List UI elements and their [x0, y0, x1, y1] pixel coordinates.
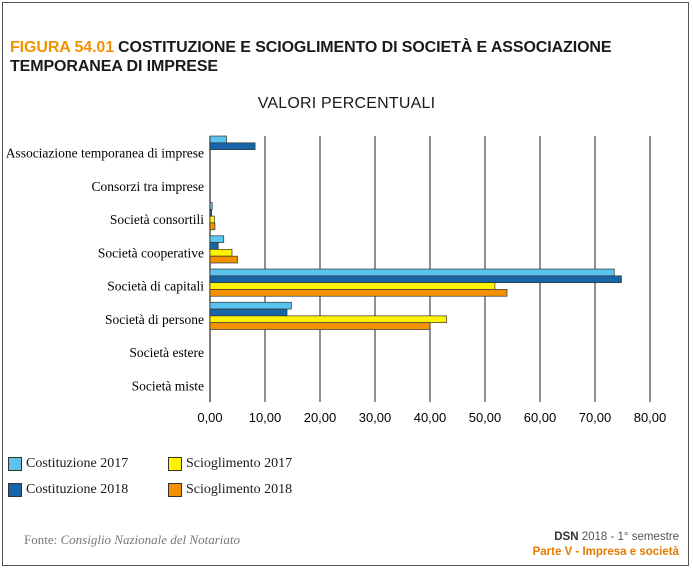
x-tick-label: 20,00: [304, 410, 337, 425]
bar: [209, 142, 256, 150]
source-note: Fonte: Consiglio Nazionale del Notariato: [24, 532, 240, 548]
figure-title-text: COSTITUZIONE E SCIOGLIMENTO DI SOCIETÀ E…: [10, 39, 612, 75]
category-label: Associazione temporanea di imprese: [6, 146, 204, 161]
bar: [209, 242, 219, 250]
legend-swatch: [8, 457, 22, 471]
bar: [209, 308, 288, 317]
category-label: Consorzi tra imprese: [92, 179, 204, 194]
bar: [209, 282, 496, 290]
bar: [209, 135, 227, 144]
source-label: Fonte:: [24, 532, 58, 547]
bar: [209, 235, 225, 243]
legend-item: Scioglimento 2018: [168, 482, 292, 498]
category-label: Società di capitali: [107, 279, 204, 294]
bar: [209, 315, 447, 324]
x-tick-label: 30,00: [359, 410, 392, 425]
x-tick-label: 80,00: [634, 410, 667, 425]
bar: [209, 215, 215, 224]
legend-item: Scioglimento 2017: [168, 456, 292, 472]
bar: [209, 255, 238, 264]
footer-dsn: DSN: [554, 531, 579, 543]
bar-chart: 0,00 10,00 20,00 30,00 40,00 50,00 60,00 70,00 8…: [6, 135, 667, 425]
x-tick-label: 0,00: [197, 410, 222, 425]
bar: [209, 202, 213, 210]
bar: [209, 249, 233, 257]
source-name: Consiglio Nazionale del Notariato: [60, 532, 240, 547]
bar: [209, 208, 212, 217]
x-tick-label: 40,00: [414, 410, 447, 425]
legend-label: Scioglimento 2017: [186, 456, 293, 471]
legend-item: Costituzione 2018: [8, 482, 128, 498]
bar: [209, 268, 615, 277]
figure-title: FIGURA 54.01 COSTITUZIONE E SCIOGLIMENTO …: [10, 38, 680, 76]
legend-label: Costituzione 2018: [26, 482, 129, 497]
bar: [209, 289, 508, 297]
legend-swatch: [168, 483, 182, 497]
bar: [209, 275, 622, 283]
x-tick-label: 60,00: [524, 410, 557, 425]
bar: [209, 322, 431, 330]
x-tick-label: 50,00: [469, 410, 502, 425]
chart-title: VALORI PERCENTUALI: [257, 95, 436, 112]
category-label: Società estere: [129, 345, 204, 360]
footer-part: Parte V - Impresa e società: [532, 546, 679, 558]
x-tick-label: 70,00: [579, 410, 612, 425]
x-tick-label: 10,00: [249, 410, 282, 425]
footer: DSN 2018 - 1° semestre Parte V - Impresa…: [533, 530, 679, 560]
bar: [209, 222, 216, 231]
category-label: Società di persone: [105, 312, 204, 327]
bar: [209, 301, 292, 310]
legend-swatch: [8, 483, 22, 497]
category-label: Società miste: [132, 378, 204, 393]
legend-item: Costituzione 2017: [8, 456, 128, 472]
category-label: Società cooperative: [98, 245, 204, 260]
legend-label: Scioglimento 2018: [186, 482, 293, 497]
legend-label: Costituzione 2017: [26, 456, 129, 471]
legend-swatch: [168, 457, 182, 471]
figure-label: FIGURA 54.01: [10, 39, 115, 56]
footer-period: 2018 - 1° semestre: [581, 531, 679, 543]
category-label: Società consortili: [110, 212, 204, 227]
